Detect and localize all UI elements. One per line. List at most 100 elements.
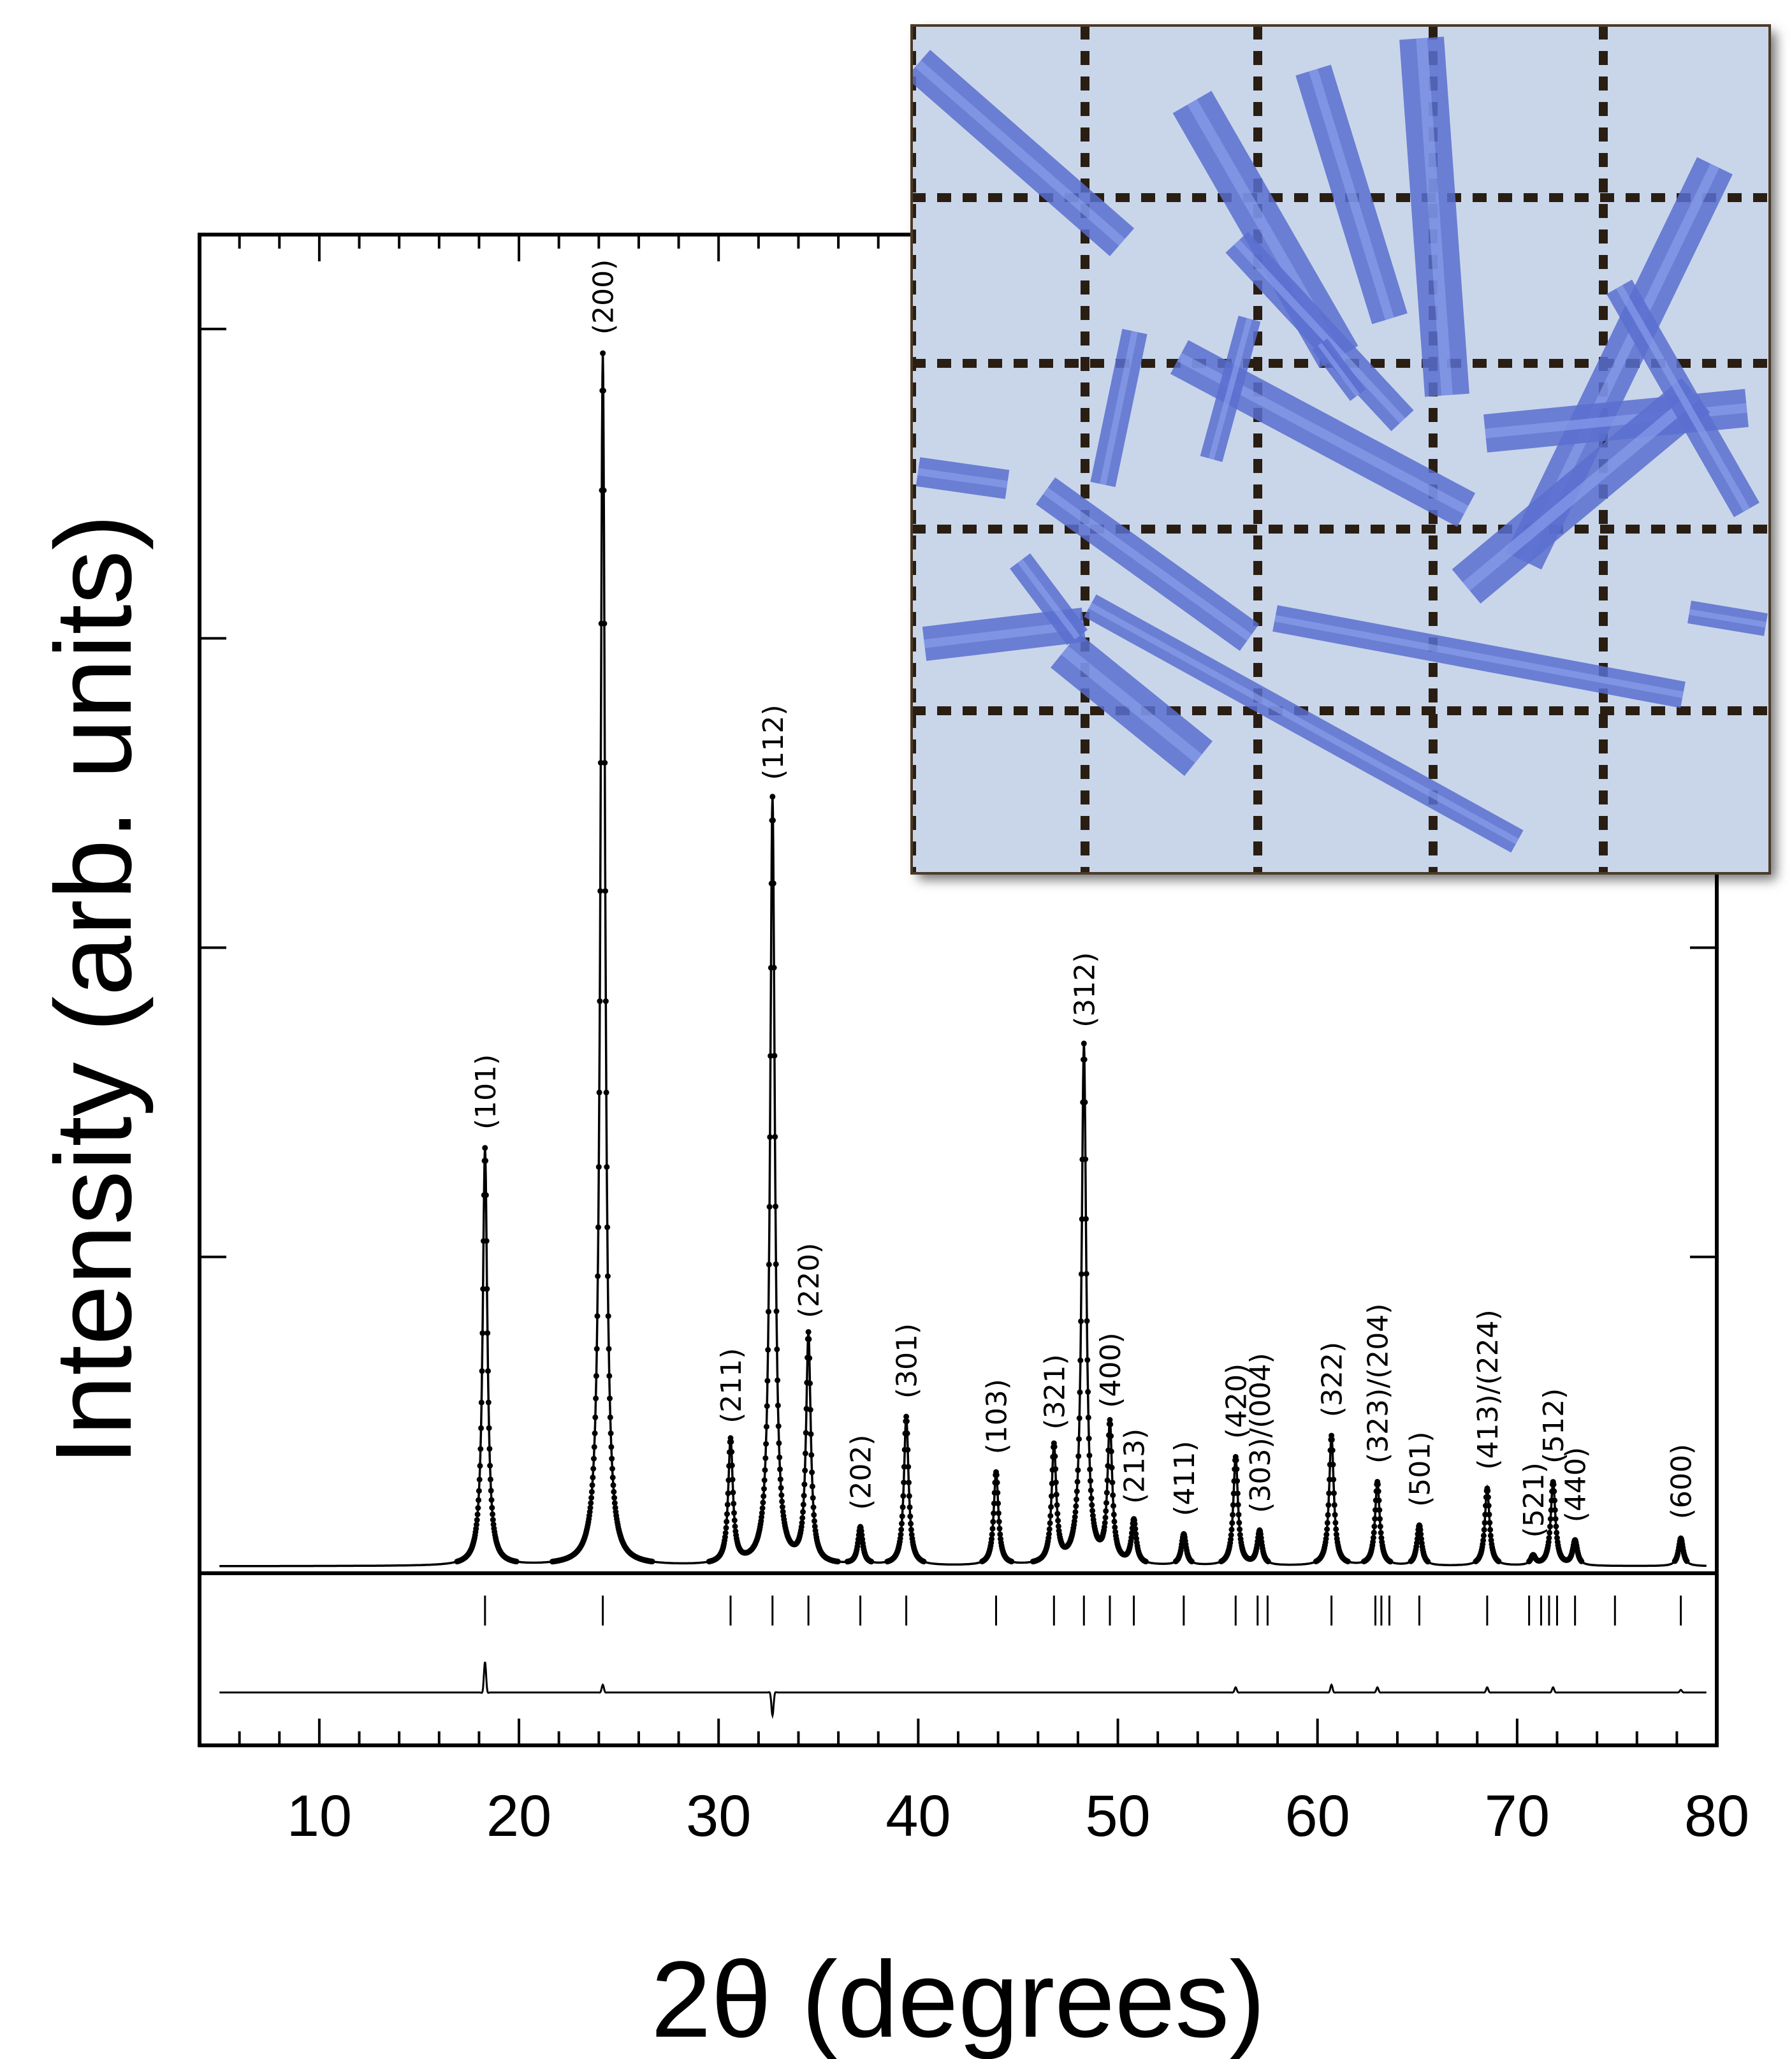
data-point: [775, 1402, 781, 1409]
data-point: [1332, 1511, 1338, 1518]
data-point: [1485, 1494, 1491, 1501]
peak-label: (112): [757, 704, 790, 780]
peak-label: (420): [1220, 1364, 1253, 1439]
data-point: [485, 1368, 491, 1374]
data-point: [1102, 1520, 1108, 1526]
data-point: [1111, 1502, 1116, 1509]
peak-label: (202): [845, 1434, 878, 1510]
data-point: [724, 1501, 731, 1508]
data-point: [775, 1423, 782, 1429]
peak-label: (321): [1038, 1354, 1071, 1429]
data-point: [1112, 1524, 1118, 1531]
data-point: [803, 1430, 809, 1436]
data-point: [1551, 1488, 1557, 1494]
data-point: [1077, 1389, 1083, 1395]
data-point: [588, 1500, 594, 1506]
data-point: [1142, 1559, 1149, 1565]
data-point: [1414, 1540, 1420, 1546]
data-point: [609, 1455, 615, 1462]
data-point: [766, 1204, 773, 1210]
data-point: [1074, 1478, 1081, 1485]
data-point: [1547, 1516, 1554, 1522]
data-point: [1237, 1532, 1243, 1538]
data-point: [1417, 1527, 1424, 1533]
data-point: [1047, 1520, 1053, 1526]
data-point: [479, 1368, 485, 1374]
data-point: [1480, 1532, 1487, 1539]
data-point: [604, 1224, 611, 1230]
data-point: [1104, 1500, 1109, 1506]
data-point: [808, 1431, 814, 1437]
data-point: [610, 1482, 616, 1488]
data-point: [1108, 1433, 1114, 1439]
data-point: [779, 1504, 785, 1510]
data-point: [484, 1330, 491, 1336]
inset-border: [910, 24, 1771, 875]
data-point: [1073, 1503, 1079, 1510]
peak-label: (413)/(224): [1472, 1309, 1504, 1469]
data-point: [608, 1430, 614, 1436]
observed-data-points: [454, 350, 1690, 1565]
data-point: [1072, 1514, 1078, 1520]
data-point: [590, 1466, 597, 1472]
data-point: [806, 1355, 813, 1361]
data-point: [1088, 1487, 1094, 1494]
data-point: [1128, 1534, 1135, 1541]
data-point: [771, 964, 777, 971]
data-point: [759, 1514, 764, 1520]
data-point: [1487, 1520, 1493, 1526]
data-point: [588, 1495, 595, 1501]
data-point: [1082, 1099, 1088, 1105]
data-point: [1228, 1527, 1235, 1532]
data-point: [1086, 1436, 1092, 1442]
data-point: [476, 1476, 483, 1483]
data-point: [612, 1504, 618, 1511]
data-point: [1324, 1520, 1330, 1526]
data-point: [766, 1309, 771, 1315]
data-point: [595, 1164, 602, 1170]
data-point: [596, 1089, 602, 1096]
peak-labels: (101) (200) (211) (112) (220) (202) (301) (103)…: [470, 259, 1698, 1538]
data-point: [588, 1488, 595, 1495]
data-point: [994, 1490, 1001, 1496]
data-point: [1085, 1388, 1091, 1395]
peak-label: (600): [1666, 1444, 1698, 1519]
data-point: [989, 1536, 994, 1542]
data-point: [1487, 1527, 1494, 1533]
data-point: [731, 1517, 738, 1524]
data-point: [609, 1474, 616, 1481]
data-point: [1326, 1490, 1332, 1496]
data-point: [989, 1525, 996, 1532]
data-point: [731, 1510, 737, 1516]
data-point: [1188, 1559, 1195, 1565]
data-point: [1425, 1559, 1431, 1565]
data-point: [1552, 1497, 1558, 1504]
data-point: [904, 1430, 910, 1437]
data-point: [729, 1476, 736, 1483]
data-point: [905, 1446, 911, 1453]
data-point: [1330, 1476, 1337, 1483]
data-point: [1329, 1447, 1336, 1453]
crystal-highlight: [1208, 317, 1253, 460]
data-point: [490, 1517, 496, 1523]
data-point: [477, 1462, 483, 1469]
data-point: [1054, 1502, 1060, 1508]
data-point: [1229, 1520, 1235, 1526]
data-point: [759, 1510, 765, 1516]
data-point: [1235, 1502, 1241, 1508]
crystal-highlight: [1100, 330, 1138, 486]
data-point: [587, 1504, 594, 1511]
data-point: [1088, 1478, 1093, 1484]
data-point: [1554, 1529, 1560, 1536]
data-point: [1578, 1558, 1585, 1564]
data-point: [802, 1467, 808, 1474]
data-point: [764, 1378, 771, 1384]
data-point: [1107, 1416, 1113, 1423]
data-point: [1332, 1520, 1339, 1526]
data-point: [1102, 1515, 1109, 1521]
difference-curve: [219, 1661, 1707, 1719]
data-point: [606, 1372, 613, 1379]
data-point: [483, 1192, 489, 1198]
data-point: [1046, 1531, 1052, 1537]
